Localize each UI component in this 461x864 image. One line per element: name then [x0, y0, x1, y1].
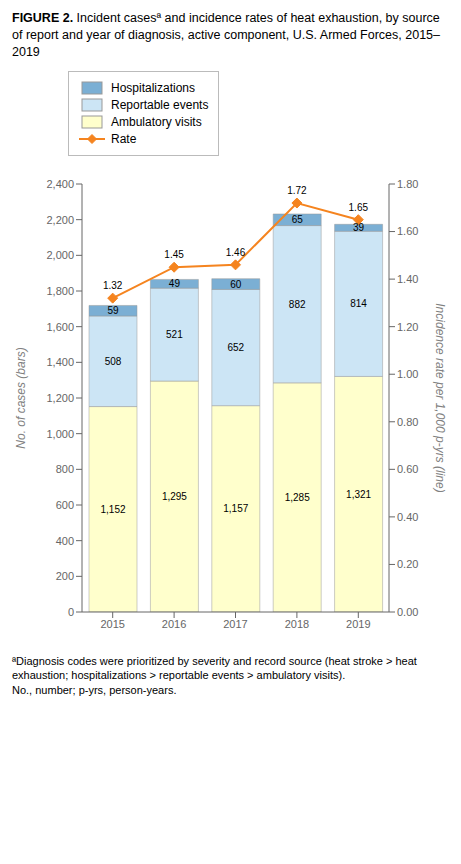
svg-text:1,000: 1,000 [46, 427, 74, 439]
svg-text:2015: 2015 [100, 617, 124, 629]
svg-text:0.60: 0.60 [397, 463, 418, 475]
svg-text:1,600: 1,600 [46, 320, 74, 332]
svg-text:0.80: 0.80 [397, 415, 418, 427]
svg-text:1.46: 1.46 [226, 246, 246, 257]
svg-text:400: 400 [56, 534, 74, 546]
svg-text:1.65: 1.65 [349, 201, 369, 212]
svg-text:0.20: 0.20 [397, 558, 418, 570]
svg-text:60: 60 [230, 278, 242, 289]
svg-text:1.72: 1.72 [287, 185, 307, 196]
svg-text:800: 800 [56, 463, 74, 475]
svg-text:1,295: 1,295 [162, 491, 187, 502]
html-text:Reportable events: Reportable events [111, 97, 209, 112]
svg-text:2,000: 2,000 [46, 249, 74, 261]
svg-text:2019: 2019 [346, 617, 370, 629]
svg-text:1.32: 1.32 [103, 280, 123, 291]
svg-text:0: 0 [68, 606, 74, 618]
html-text:Hospitalizations: Hospitalizations [111, 80, 195, 95]
svg-text:39: 39 [353, 222, 365, 233]
svg-text:0.40: 0.40 [397, 510, 418, 522]
svg-text:814: 814 [350, 298, 367, 309]
svg-text:1,321: 1,321 [346, 488, 371, 499]
svg-text:1.20: 1.20 [397, 320, 418, 332]
svg-text:1.40: 1.40 [397, 273, 418, 285]
html-text:Rate: Rate [111, 131, 137, 146]
svg-text:1,285: 1,285 [285, 492, 310, 503]
svg-text:59: 59 [107, 305, 119, 316]
svg-text:200: 200 [56, 570, 74, 582]
svg-text:No. of cases (bars): No. of cases (bars) [14, 347, 28, 448]
svg-text:600: 600 [56, 499, 74, 511]
svg-text:49: 49 [169, 278, 181, 289]
svg-text:2018: 2018 [285, 617, 309, 629]
svg-text:1.45: 1.45 [164, 249, 184, 260]
svg-text:65: 65 [292, 214, 304, 225]
svg-text:2,400: 2,400 [46, 178, 74, 190]
svg-text:1.80: 1.80 [397, 178, 418, 190]
svg-text:1,200: 1,200 [46, 392, 74, 404]
html-text:Ambulatory visits: Ambulatory visits [111, 114, 202, 129]
html-text:FIGURE 2. Incident casesª and: FIGURE 2. Incident casesª and incidence … [12, 11, 440, 59]
svg-text:1.00: 1.00 [397, 368, 418, 380]
svg-text:Incidence rate per 1,000 p-yrs: Incidence rate per 1,000 p-yrs (line) [433, 303, 447, 492]
svg-text:521: 521 [166, 329, 183, 340]
html-text:No., number; p-yrs, person-yea: No., number; p-yrs, person-years. [12, 684, 177, 697]
svg-text:1.60: 1.60 [397, 225, 418, 237]
svg-text:1,152: 1,152 [100, 503, 125, 514]
svg-text:2,200: 2,200 [46, 213, 74, 225]
svg-text:1,157: 1,157 [223, 503, 248, 514]
svg-text:2016: 2016 [162, 617, 186, 629]
svg-text:2017: 2017 [223, 617, 247, 629]
svg-text:1,400: 1,400 [46, 356, 74, 368]
svg-text:652: 652 [227, 342, 244, 353]
svg-text:0.00: 0.00 [397, 606, 418, 618]
svg-text:1,800: 1,800 [46, 285, 74, 297]
html-text:ªDiagnosis codes were prioriti: ªDiagnosis codes were prioritized by sev… [12, 654, 417, 682]
svg-text:882: 882 [289, 298, 306, 309]
svg-text:508: 508 [105, 355, 122, 366]
